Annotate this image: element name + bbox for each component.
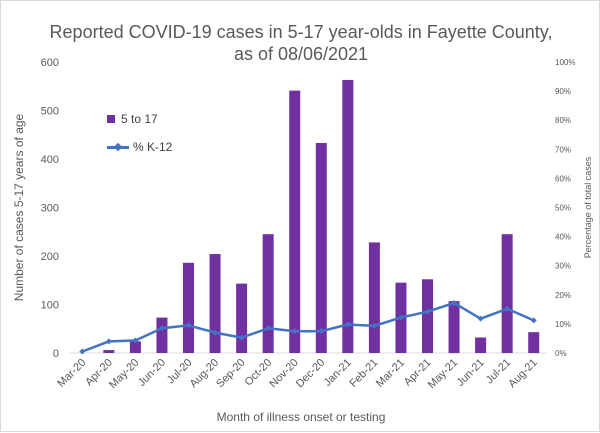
y2-tick-label: 20%	[555, 291, 571, 300]
bar-jul-20	[183, 262, 194, 353]
x-tick-label: Jun-21	[454, 357, 486, 389]
legend-bar-swatch	[107, 115, 115, 123]
bar-aug-20	[209, 254, 221, 353]
line-point-oct-20	[265, 325, 272, 332]
y2-tick-label: 90%	[555, 87, 571, 96]
legend-bar-label: 5 to 17	[121, 112, 158, 126]
y2-tick-label: 100%	[555, 58, 575, 67]
y2-tick-label: 30%	[555, 262, 571, 271]
bar-jun-20	[156, 317, 168, 353]
bar-jun-21	[475, 337, 487, 353]
bar-feb-21	[368, 242, 380, 353]
bar-nov-20	[289, 90, 301, 354]
bar-apr-20	[103, 350, 115, 353]
legend-line-swatch	[107, 142, 129, 152]
bar-oct-20	[262, 234, 274, 353]
x-tick-label: Nov-20	[267, 357, 301, 391]
line-point-jan-21	[344, 321, 351, 328]
line-point-sep-20	[238, 334, 245, 341]
line-point-aug-21	[530, 317, 537, 324]
line-k12-percent	[81, 301, 535, 353]
line-point-jul-20	[185, 322, 192, 329]
line-point-jun-21	[477, 315, 484, 322]
x-tick-label: Aug-20	[188, 357, 222, 391]
line-point-may-20	[132, 337, 139, 344]
x-tick-label: Aug-21	[506, 357, 540, 391]
x-tick-label: May-20	[107, 357, 141, 391]
y-tick-label: 200	[41, 251, 59, 263]
bar-may-21	[448, 301, 460, 353]
y-axis-title: Number of cases 5-17 years of age	[12, 113, 26, 301]
line-point-nov-20	[291, 328, 298, 335]
y2-tick-label: 70%	[555, 145, 571, 154]
x-tick-label: May-21	[426, 357, 460, 391]
x-tick-label: Mar-21	[374, 357, 407, 390]
line-point-mar-20	[79, 348, 86, 355]
x-tick-label: Mar-20	[55, 357, 88, 390]
y2-tick-label: 50%	[555, 204, 571, 213]
y2-tick-label: 80%	[555, 116, 571, 125]
bar-apr-21	[422, 279, 433, 353]
y-tick-label: 600	[41, 57, 59, 69]
y2-tick-label: 0%	[555, 349, 567, 358]
bar-dec-20	[315, 142, 327, 353]
chart-title-line-2: as of 08/06/2021	[233, 44, 369, 64]
y2-axis-title: Percentage of total cases	[583, 156, 593, 258]
line-point-mar-21	[397, 314, 404, 321]
bar-aug-21	[528, 332, 540, 353]
line-point-dec-20	[318, 328, 325, 335]
y-tick-label: 500	[41, 106, 59, 118]
legend-item-bars: 5 to 17	[107, 112, 158, 126]
y2-tick-label: 60%	[555, 174, 571, 183]
legend-item-line: % K-12	[107, 140, 172, 154]
x-tick-label: Jun-20	[136, 357, 168, 389]
line-point-jul-21	[504, 305, 511, 312]
x-tick-label: Sep-20	[214, 357, 248, 391]
bar-may-20	[129, 341, 141, 353]
x-axis-title: Month of illness onset or testing	[217, 410, 386, 424]
line-point-may-21	[451, 299, 458, 306]
y-tick-label: 100	[41, 300, 59, 312]
y2-tick-label: 10%	[555, 320, 571, 329]
y-tick-label: 300	[41, 203, 59, 215]
line-point-aug-20	[212, 329, 219, 336]
y-tick-label: 400	[41, 154, 59, 166]
legend-line-label: % K-12	[133, 140, 173, 154]
line-point-feb-21	[371, 322, 378, 329]
chart-title-line-1: Reported COVID-19 cases in 5-17 year-old…	[49, 22, 553, 42]
bar-jan-21	[342, 79, 354, 353]
line-point-jun-20	[158, 325, 165, 332]
y-tick-label: 0	[53, 348, 59, 360]
y2-tick-label: 40%	[555, 233, 571, 242]
x-tick-label: Dec-20	[294, 357, 328, 391]
bar-jul-21	[501, 234, 513, 353]
x-tick-label: Feb-21	[347, 357, 380, 390]
line-point-apr-21	[424, 308, 431, 315]
bar-sep-20	[236, 283, 248, 353]
line-point-apr-20	[105, 338, 112, 345]
